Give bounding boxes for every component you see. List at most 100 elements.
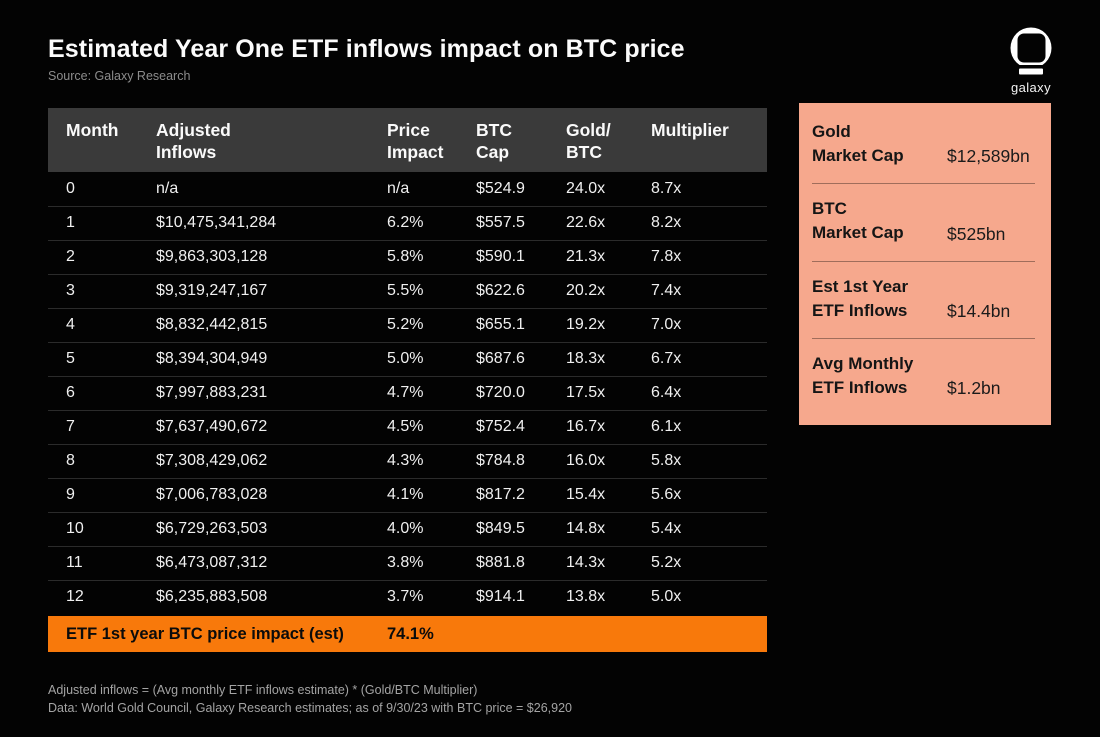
stat-value: $14.4bn	[947, 300, 1011, 321]
cell-price_impact: n/a	[387, 179, 410, 197]
cell-month: 8	[48, 443, 156, 478]
table-row: 10 $6,729,263,503 4.0% $849.5 14.8x 5.4x	[48, 511, 767, 546]
table-row: 3 $9,319,247,167 5.5% $622.6 20.2x 7.4x	[48, 273, 767, 308]
stat-value: $12,589bn	[947, 146, 1030, 167]
cell-gold_btc: 18.3x	[566, 341, 651, 376]
column-header-price_impact: Price Impact	[387, 108, 476, 172]
stat-item: Gold Market Cap $12,589bn	[812, 107, 1035, 183]
table-row: 1 $10,475,341,284 6.2% $557.5 22.6x 8.2x	[48, 205, 767, 240]
cell-btc_cap: $720.0	[476, 375, 566, 410]
cell-multiplier: 6.4x	[651, 375, 767, 410]
cell-btc_cap: $817.2	[476, 477, 566, 512]
cell-multiplier: 8.7x	[651, 179, 682, 197]
cell-gold_btc: 14.8x	[566, 511, 651, 546]
cell-month: 3	[48, 273, 156, 308]
cell-multiplier: 6.7x	[651, 341, 767, 376]
cell-gold_btc: 16.0x	[566, 443, 651, 478]
cell-btc_cap: $881.8	[476, 545, 566, 580]
cell-month: 1	[48, 205, 156, 240]
table-header-row: Month Adjusted Inflows Price Impact BTC Cap…	[48, 108, 767, 172]
cell-multiplier: 5.8x	[651, 443, 767, 478]
table-row: 12 $6,235,883,508 3.7% $914.1 13.8x 5.0x	[48, 579, 767, 614]
cell-gold_btc: 17.5x	[566, 375, 651, 410]
cell-multiplier: 5.0x	[651, 579, 767, 614]
cell-month: 9	[48, 477, 156, 512]
cell-month: 10	[48, 511, 156, 546]
cell-gold_btc: 16.7x	[566, 409, 651, 444]
cell-price_impact: 4.1%	[387, 477, 476, 512]
table-row: 11 $6,473,087,312 3.8% $881.8 14.3x 5.2x	[48, 545, 767, 580]
summary-value: 74.1%	[387, 624, 434, 643]
column-header-gold_btc: Gold/ BTC	[566, 108, 651, 172]
etf-impact-table: Month Adjusted Inflows Price Impact BTC Cap…	[48, 108, 767, 614]
cell-multiplier: 5.2x	[651, 545, 767, 580]
cell-price_impact: 3.7%	[387, 579, 476, 614]
cell-adjusted_inflows: n/a	[156, 179, 179, 197]
footnote-data-source: Data: World Gold Council, Galaxy Researc…	[48, 701, 572, 716]
stat-label: Avg Monthly ETF Inflows	[812, 353, 914, 397]
cell-btc_cap: $784.8	[476, 443, 566, 478]
cell-multiplier: 8.2x	[651, 205, 767, 240]
cell-gold_btc: 22.6x	[566, 205, 651, 240]
table-row: 2 $9,863,303,128 5.8% $590.1 21.3x 7.8x	[48, 239, 767, 274]
galaxy-logo-icon	[1008, 27, 1054, 75]
cell-adjusted_inflows: $6,473,087,312	[156, 545, 387, 580]
cell-btc_cap: $524.9	[476, 179, 525, 197]
table-row: 0 n/a n/a $524.9 24.0x 8.7x	[48, 172, 767, 206]
cell-btc_cap: $687.6	[476, 341, 566, 376]
footnote-formula: Adjusted inflows = (Avg monthly ETF infl…	[48, 683, 478, 697]
table-row: 4 $8,832,442,815 5.2% $655.1 19.2x 7.0x	[48, 307, 767, 342]
cell-month: 0	[66, 179, 75, 197]
table-row: 6 $7,997,883,231 4.7% $720.0 17.5x 6.4x	[48, 375, 767, 410]
cell-multiplier: 5.4x	[651, 511, 767, 546]
source-caption: Source: Galaxy Research	[48, 69, 191, 83]
cell-multiplier: 6.1x	[651, 409, 767, 444]
stats-panel: Gold Market Cap $12,589bn BTC Market Cap $5…	[799, 103, 1051, 425]
cell-price_impact: 4.5%	[387, 409, 476, 444]
cell-gold_btc: 14.3x	[566, 545, 651, 580]
brand-block: galaxy	[1003, 27, 1059, 95]
table-body: 0 n/a n/a $524.9 24.0x 8.7x 1 $10,475,341,284 6.…	[48, 172, 767, 614]
cell-gold_btc: 19.2x	[566, 307, 651, 342]
cell-month: 5	[48, 341, 156, 376]
cell-btc_cap: $622.6	[476, 273, 566, 308]
cell-month: 12	[48, 579, 156, 614]
column-header-month: Month	[48, 108, 156, 172]
cell-adjusted_inflows: $9,319,247,167	[156, 273, 387, 308]
cell-month: 4	[48, 307, 156, 342]
cell-adjusted_inflows: $8,394,304,949	[156, 341, 387, 376]
column-header-btc_cap: BTC Cap	[476, 108, 566, 172]
cell-gold_btc: 13.8x	[566, 579, 651, 614]
stat-item: Avg Monthly ETF Inflows $1.2bn	[812, 337, 1035, 415]
cell-price_impact: 5.8%	[387, 239, 476, 274]
cell-month: 2	[48, 239, 156, 274]
column-header-multiplier: Multiplier	[651, 108, 767, 172]
cell-adjusted_inflows: $9,863,303,128	[156, 239, 387, 274]
brand-name: galaxy	[1011, 80, 1051, 95]
table-row: 7 $7,637,490,672 4.5% $752.4 16.7x 6.1x	[48, 409, 767, 444]
cell-multiplier: 7.0x	[651, 307, 767, 342]
cell-adjusted_inflows: $10,475,341,284	[156, 205, 387, 240]
cell-multiplier: 5.6x	[651, 477, 767, 512]
cell-multiplier: 7.4x	[651, 273, 767, 308]
cell-price_impact: 3.8%	[387, 545, 476, 580]
summary-label: ETF 1st year BTC price impact (est)	[66, 624, 344, 643]
cell-gold_btc: 24.0x	[566, 179, 606, 197]
cell-multiplier: 7.8x	[651, 239, 767, 274]
cell-adjusted_inflows: $8,832,442,815	[156, 307, 387, 342]
footnotes: Adjusted inflows = (Avg monthly ETF infl…	[48, 681, 572, 717]
cell-adjusted_inflows: $7,997,883,231	[156, 375, 387, 410]
cell-adjusted_inflows: $7,308,429,062	[156, 443, 387, 478]
cell-gold_btc: 21.3x	[566, 239, 651, 274]
cell-price_impact: 5.5%	[387, 273, 476, 308]
summary-row: ETF 1st year BTC price impact (est) 74.1…	[48, 616, 767, 652]
stat-item: Est 1st Year ETF Inflows $14.4bn	[812, 260, 1035, 338]
cell-btc_cap: $752.4	[476, 409, 566, 444]
cell-adjusted_inflows: $7,637,490,672	[156, 409, 387, 444]
cell-month: 11	[48, 545, 156, 580]
cell-price_impact: 6.2%	[387, 205, 476, 240]
cell-price_impact: 4.7%	[387, 375, 476, 410]
table-row: 9 $7,006,783,028 4.1% $817.2 15.4x 5.6x	[48, 477, 767, 512]
cell-month: 7	[48, 409, 156, 444]
